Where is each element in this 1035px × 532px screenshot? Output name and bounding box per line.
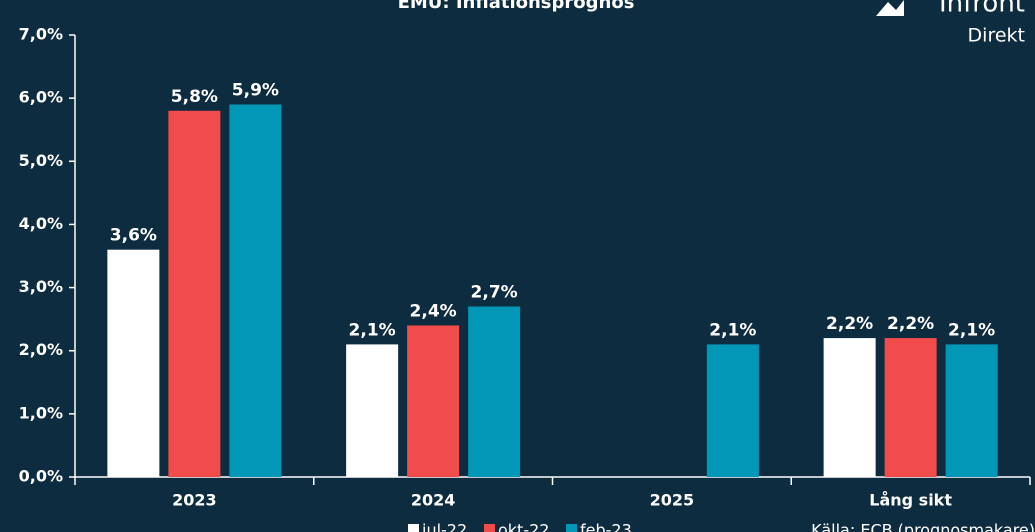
value-label: 2,1%	[709, 320, 756, 340]
bar	[706, 344, 759, 477]
value-label: 2,1%	[349, 320, 396, 340]
y-tick-label: 3,0%	[19, 277, 63, 296]
legend-swatch	[484, 524, 495, 532]
y-tick-label: 1,0%	[19, 403, 63, 422]
value-label: 2,2%	[887, 314, 934, 334]
legend-label: feb-23	[580, 521, 632, 532]
logo-brand: Infront	[939, 0, 1025, 19]
x-tick-label: 2024	[411, 491, 456, 510]
legend-swatch	[408, 524, 419, 532]
source: Källa: ECB (prognosmakare)	[811, 521, 1035, 532]
value-label: 2,2%	[826, 314, 873, 334]
y-tick-label: 7,0%	[19, 25, 63, 44]
bar	[346, 344, 399, 477]
bar	[168, 110, 221, 478]
y-tick-label: 2,0%	[19, 340, 63, 359]
y-tick-label: 0,0%	[19, 467, 63, 486]
x-tick-label: Lång sikt	[869, 491, 952, 510]
value-label: 5,9%	[232, 80, 279, 100]
value-label: 3,6%	[110, 226, 157, 246]
chart-title: EMU: Inflationsprognos	[398, 0, 635, 13]
value-label: 2,1%	[948, 320, 995, 340]
legend-swatch	[566, 524, 577, 532]
legend-label: okt-22	[498, 521, 549, 532]
bar	[407, 325, 460, 477]
y-tick-label: 5,0%	[19, 151, 63, 170]
bar	[884, 338, 937, 477]
logo-icon	[876, 0, 904, 16]
bar	[823, 338, 876, 477]
y-tick-label: 6,0%	[19, 88, 63, 107]
x-tick-label: 2025	[650, 491, 695, 510]
x-tick-label: 2023	[172, 491, 217, 510]
value-label: 2,4%	[410, 301, 457, 321]
bar	[468, 306, 521, 477]
logo-tagline: Direkt	[968, 25, 1025, 47]
value-label: 2,7%	[471, 283, 518, 303]
legend-label: jul-22	[421, 521, 467, 532]
bar	[229, 104, 282, 477]
bar	[107, 249, 160, 477]
bar	[945, 344, 998, 477]
y-tick-label: 4,0%	[19, 214, 63, 233]
value-label: 5,8%	[171, 87, 218, 107]
